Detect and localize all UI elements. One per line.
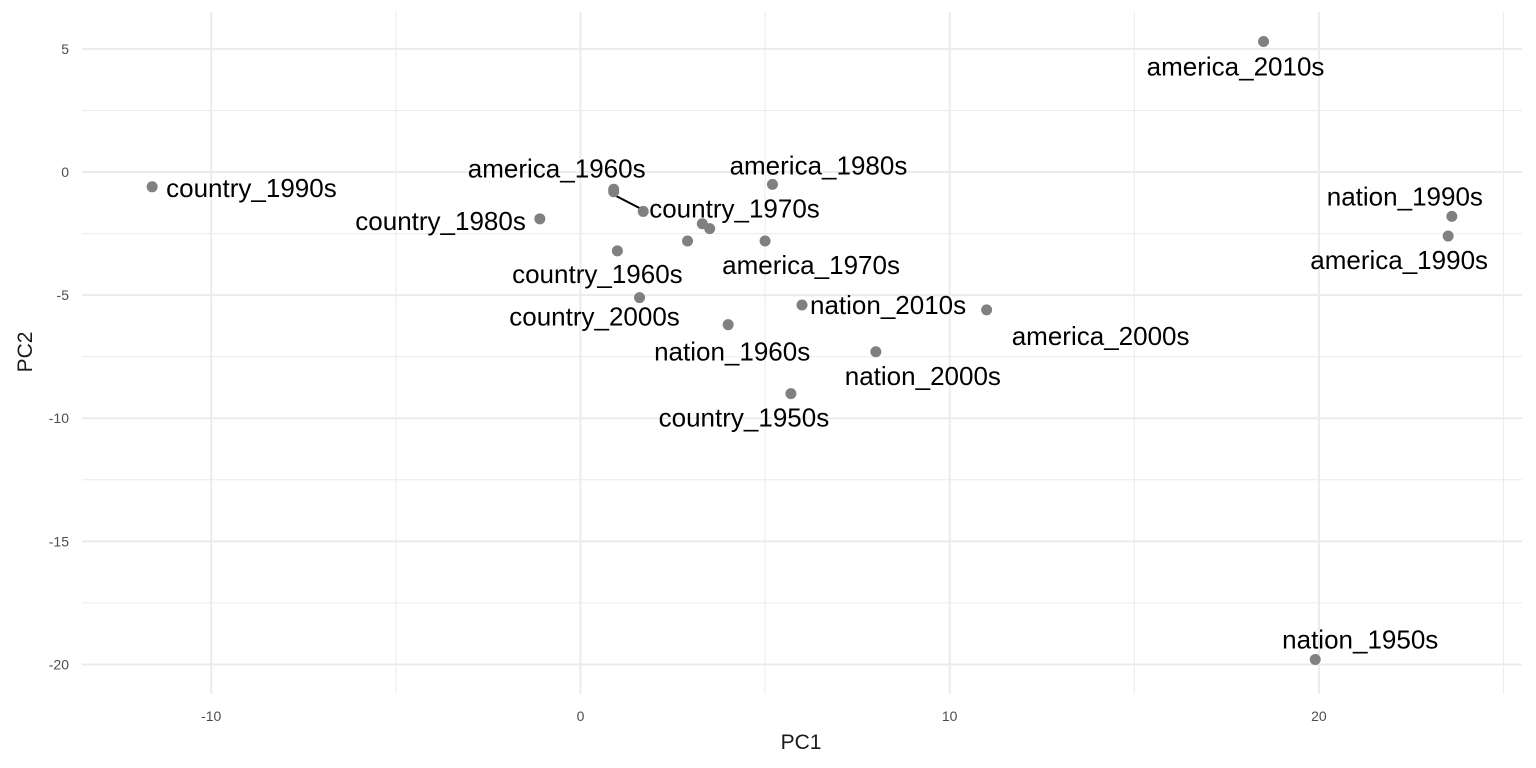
y-tick-label: -10	[49, 410, 69, 426]
point-label: country_1960s	[512, 259, 683, 289]
data-point	[722, 319, 734, 331]
label-leader-line	[615, 194, 641, 210]
point-label: america_1990s	[1310, 245, 1488, 275]
point-label: country_1990s	[166, 173, 337, 203]
point-label: country_1980s	[355, 206, 526, 236]
y-tick-label: -20	[49, 656, 69, 672]
point-label: nation_1950s	[1282, 625, 1438, 655]
data-points	[146, 36, 1458, 666]
data-point	[785, 388, 797, 400]
point-label: nation_2000s	[845, 361, 1001, 391]
y-tick-label: 5	[61, 41, 69, 57]
data-point	[704, 223, 716, 235]
data-point	[1309, 654, 1321, 666]
point-label: nation_1990s	[1327, 181, 1483, 211]
point-label: america_2000s	[1012, 321, 1190, 351]
point-label: america_1960s	[468, 153, 646, 183]
x-tick-label: 0	[577, 708, 585, 724]
data-point	[1446, 210, 1458, 222]
x-tick-label: 10	[942, 708, 958, 724]
data-point	[870, 346, 882, 358]
data-point	[146, 181, 158, 193]
data-point	[608, 186, 620, 198]
x-tick-label: 20	[1311, 708, 1327, 724]
data-point	[759, 235, 771, 247]
point-label: america_1970s	[722, 250, 900, 280]
data-point	[981, 304, 993, 316]
data-point	[1258, 36, 1270, 48]
point-label: america_2010s	[1147, 52, 1325, 82]
grid	[82, 12, 1522, 694]
data-point	[682, 235, 694, 247]
data-point	[766, 178, 778, 190]
point-label: america_1980s	[730, 150, 908, 180]
y-tick-label: -5	[57, 287, 70, 303]
point-label: country_2000s	[509, 302, 680, 332]
tick-labels: -10 0 10 20 5 0 -5 -10 -15 -20	[49, 41, 1327, 724]
y-axis-title: PC2	[14, 332, 37, 373]
data-point	[796, 299, 808, 311]
point-label: country_1950s	[659, 403, 830, 433]
y-tick-label: 0	[61, 164, 69, 180]
x-axis-title: PC1	[781, 731, 822, 754]
point-label: country_1970s	[649, 193, 820, 223]
data-point	[611, 245, 623, 257]
data-point	[634, 292, 646, 304]
point-label: nation_1960s	[654, 337, 810, 367]
data-point	[534, 213, 546, 225]
leader-lines	[615, 194, 641, 210]
y-tick-label: -15	[49, 533, 69, 549]
data-point	[637, 205, 649, 217]
data-point	[1442, 230, 1454, 242]
x-tick-label: -10	[201, 708, 221, 724]
point-label: nation_2010s	[810, 290, 966, 320]
